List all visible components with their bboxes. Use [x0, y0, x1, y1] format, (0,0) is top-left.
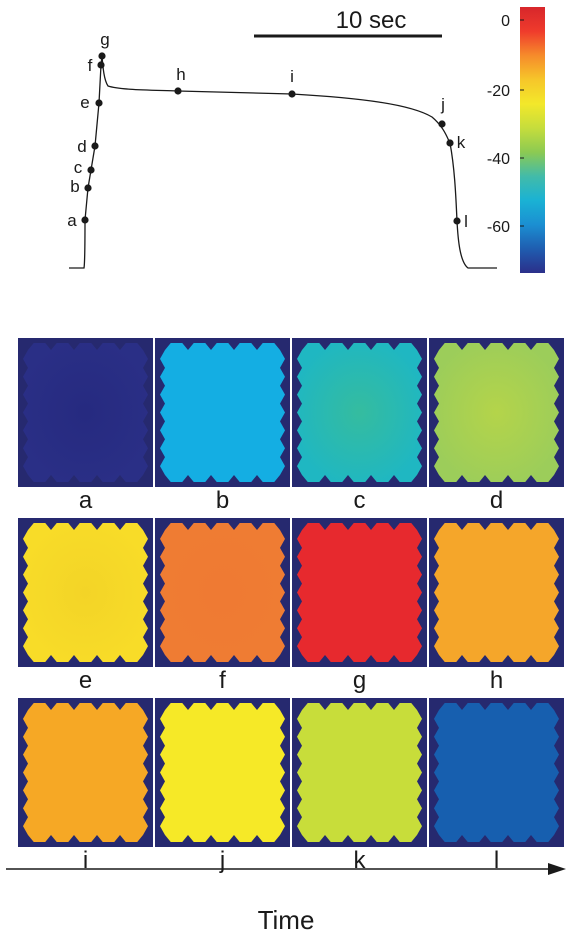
hex-tissue	[23, 343, 148, 482]
frame-c	[292, 338, 427, 487]
colorbar-tick-label: -40	[487, 151, 510, 168]
frame-label: d	[489, 487, 504, 514]
colorbar-tick-label: 0	[501, 13, 510, 30]
frame-l	[429, 698, 564, 847]
frame-b	[155, 338, 290, 487]
frame-e	[18, 518, 153, 667]
hex-tissue	[23, 523, 148, 662]
trace-point-d	[91, 142, 99, 150]
trace-point-g	[98, 52, 106, 60]
hex-tissue	[23, 703, 148, 842]
trace-point-label: d	[77, 137, 86, 156]
frame-label: g	[352, 667, 367, 694]
hex-tissue	[434, 343, 559, 482]
frame-label: c	[353, 487, 366, 514]
trace-point-label: i	[290, 67, 294, 86]
colorbar-ticks: 0 -20 -40 -60	[487, 13, 524, 236]
frame-d	[429, 338, 564, 487]
hex-tissue	[297, 703, 422, 842]
frame-f	[155, 518, 290, 667]
frame-k	[292, 698, 427, 847]
frame-label: a	[78, 487, 93, 514]
frame-a	[18, 338, 153, 487]
trace-point-label: j	[440, 95, 445, 114]
frame-i	[18, 698, 153, 847]
frame-label: i	[82, 847, 89, 874]
trace-point-i	[288, 90, 296, 98]
trace-point-label: k	[457, 133, 466, 152]
frame-g	[292, 518, 427, 667]
trace-point-label: h	[176, 65, 185, 84]
arrowhead-icon	[548, 863, 566, 875]
trace-point-c	[87, 166, 95, 174]
trace-point-f	[97, 61, 105, 69]
hex-tissue	[434, 523, 559, 662]
colorbar	[520, 7, 545, 273]
hex-tissue	[297, 343, 422, 482]
trace-point-label: e	[80, 93, 89, 112]
trace-point-j	[438, 120, 446, 128]
trace-point-e	[95, 99, 103, 107]
hex-tissue	[434, 703, 559, 842]
scale-bar-label: 10 sec	[336, 7, 407, 34]
frame-label: h	[489, 667, 504, 694]
frame-j	[155, 698, 290, 847]
hex-tissue	[297, 523, 422, 662]
trace-point-label: g	[100, 30, 109, 49]
hex-tissue	[160, 343, 285, 482]
trace-point-a	[81, 216, 89, 224]
hex-tissue	[160, 523, 285, 662]
trace-point-b	[84, 184, 92, 192]
frame-label: b	[215, 487, 230, 514]
frame-label: f	[219, 667, 226, 694]
trace-point-k	[446, 139, 454, 147]
voltage-trace	[69, 55, 497, 269]
trace-point-l	[453, 217, 461, 225]
time-axis-label: Time	[257, 905, 315, 935]
trace-point-label: f	[88, 56, 93, 75]
trace-point-label: c	[74, 158, 83, 177]
colorbar-tick-label: -20	[487, 83, 510, 100]
trace-point-label: l	[464, 212, 468, 231]
trace-point-label: b	[70, 177, 79, 196]
trace-point-label: a	[67, 211, 77, 230]
trace-point-h	[174, 87, 182, 95]
frame-label: e	[78, 667, 93, 694]
colorbar-tick-label: -60	[487, 219, 510, 236]
frame-label: l	[493, 847, 500, 874]
frame-label: j	[219, 847, 226, 874]
frame-h	[429, 518, 564, 667]
hex-tissue	[160, 703, 285, 842]
frame-label: k	[353, 847, 366, 874]
time-arrow	[6, 863, 566, 875]
